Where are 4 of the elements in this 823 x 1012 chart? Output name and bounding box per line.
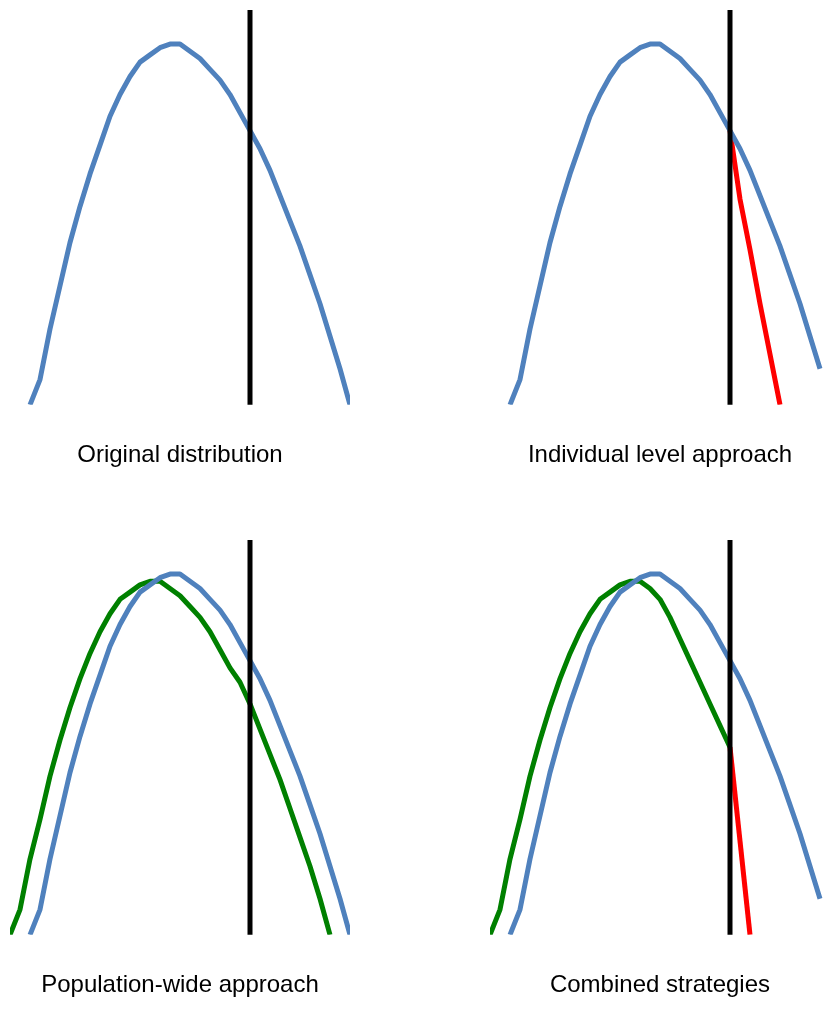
x-axis-title: Population-wide approach [41, 970, 319, 998]
x-axis-title: Combined strategies [549, 970, 771, 998]
x-axis-title: Original distribution [77, 440, 283, 468]
x-axis-title: Individual level approach [527, 440, 793, 468]
